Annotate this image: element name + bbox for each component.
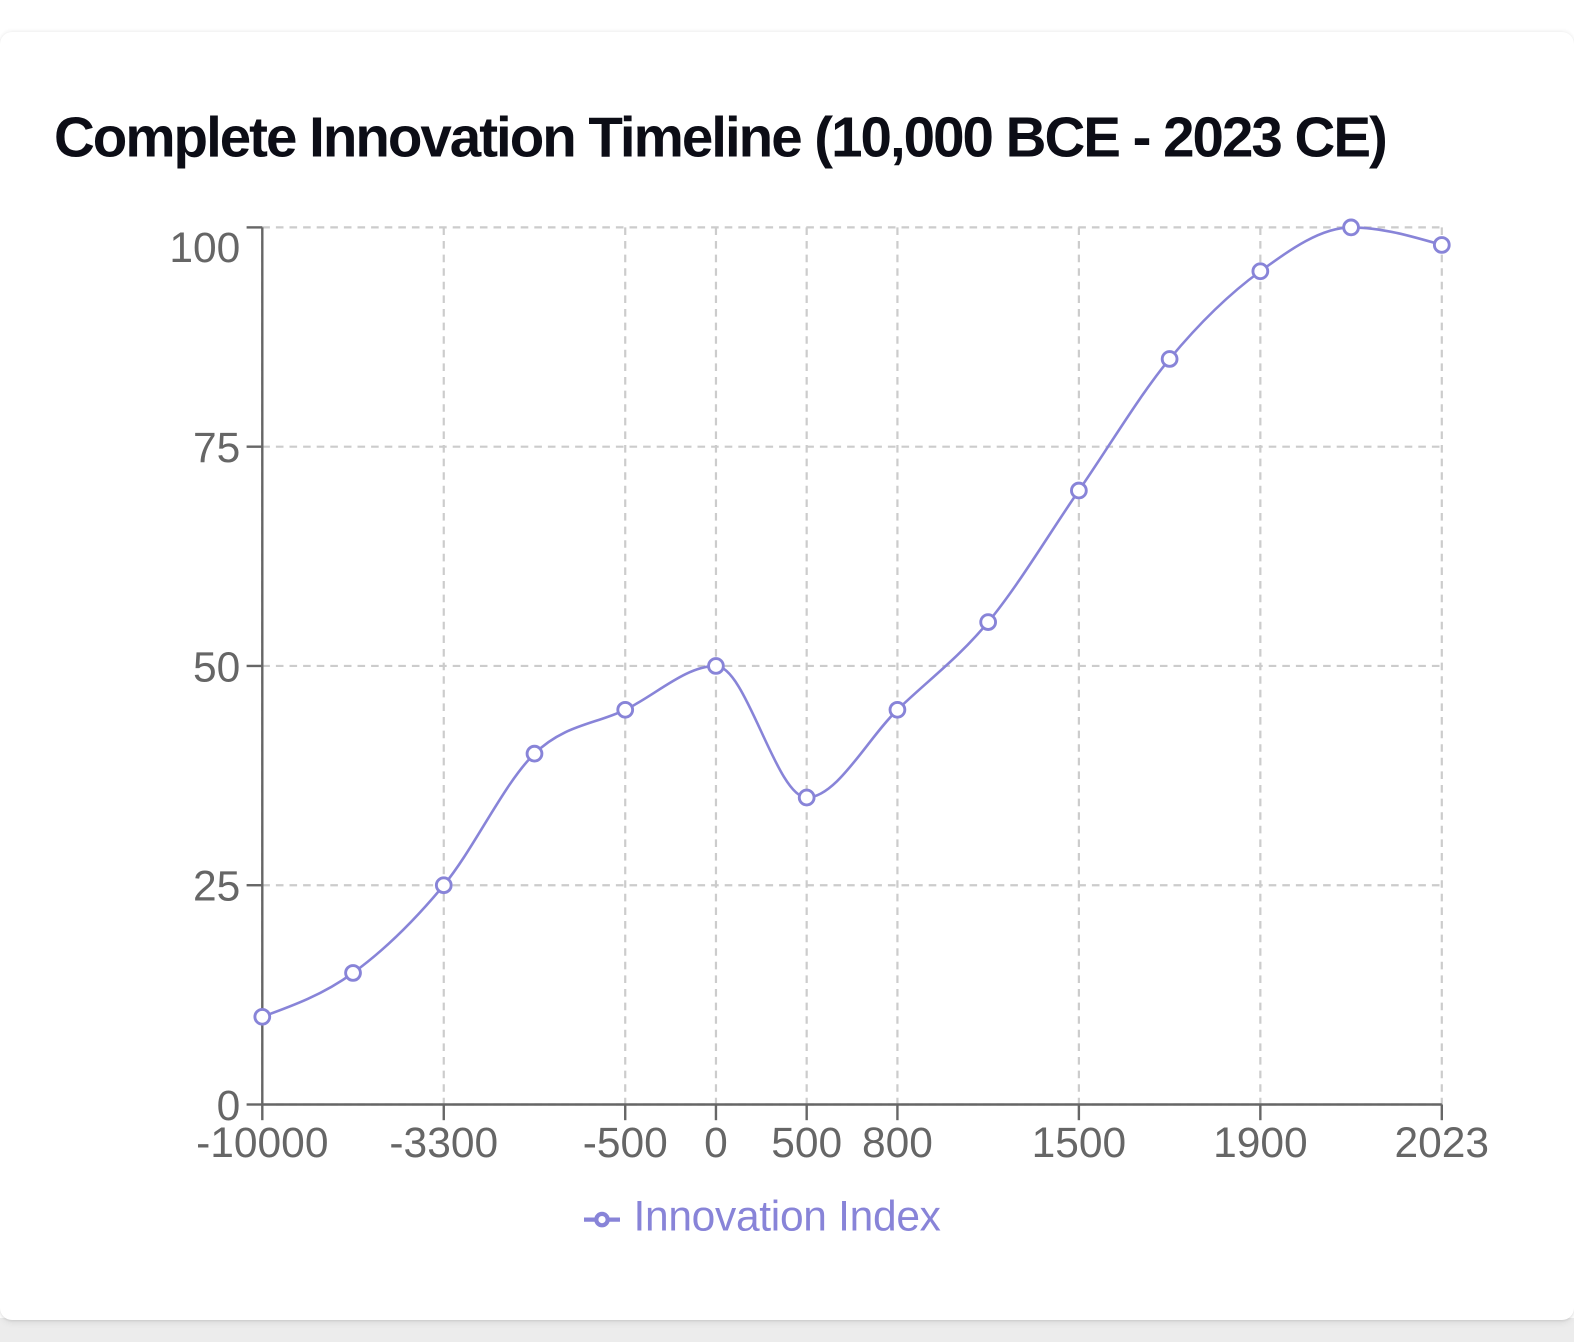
- svg-text:1900: 1900: [1213, 1120, 1308, 1167]
- svg-text:75: 75: [193, 425, 240, 472]
- svg-text:500: 500: [771, 1120, 842, 1167]
- svg-text:-10000: -10000: [196, 1120, 328, 1167]
- svg-text:800: 800: [862, 1120, 933, 1167]
- svg-text:-3300: -3300: [389, 1120, 498, 1167]
- svg-text:1500: 1500: [1032, 1120, 1127, 1167]
- svg-text:50: 50: [193, 644, 240, 691]
- svg-text:2023: 2023: [1395, 1120, 1490, 1167]
- svg-text:0: 0: [704, 1120, 728, 1167]
- svg-text:0: 0: [217, 1083, 241, 1130]
- svg-text:Innovation Index: Innovation Index: [634, 1193, 941, 1240]
- svg-text:25: 25: [193, 864, 240, 911]
- svg-text:100: 100: [169, 225, 240, 272]
- svg-text:Complete Innovation Timeline (: Complete Innovation Timeline (10,000 BCE…: [54, 105, 1386, 168]
- svg-text:-500: -500: [583, 1120, 668, 1167]
